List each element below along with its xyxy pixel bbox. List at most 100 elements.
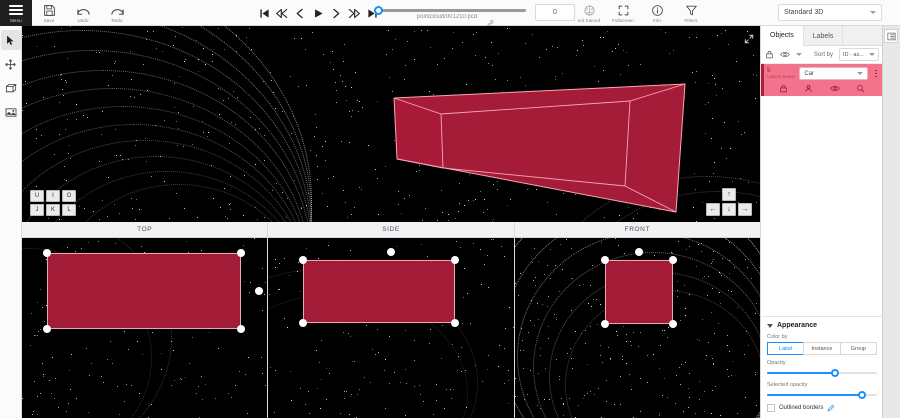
resize-handle-br[interactable] bbox=[668, 320, 677, 328]
play-button[interactable] bbox=[310, 2, 326, 24]
color-by-group-option[interactable]: Group bbox=[839, 342, 877, 355]
color-by-instance-option[interactable]: Instance bbox=[803, 342, 841, 355]
bounding-box-side[interactable] bbox=[303, 260, 456, 323]
collapse-all-icon[interactable] bbox=[796, 53, 802, 56]
cuboid-tool[interactable] bbox=[1, 78, 21, 98]
outline-color-picker-icon[interactable] bbox=[827, 404, 835, 412]
object-actions bbox=[761, 82, 883, 96]
tab-labels[interactable]: Labels bbox=[804, 26, 844, 46]
photo-context-tool[interactable] bbox=[1, 102, 21, 122]
arrow-up-button[interactable]: ↑ bbox=[722, 188, 736, 201]
chevron-down-icon bbox=[767, 323, 773, 328]
filters-label: Filters bbox=[684, 17, 698, 23]
redo-button-label: Redo bbox=[111, 17, 123, 23]
key-k[interactable]: K bbox=[46, 204, 60, 216]
object-label-select[interactable]: Car bbox=[799, 67, 869, 80]
bounding-box-top[interactable] bbox=[47, 253, 241, 329]
arrow-right-button[interactable]: → bbox=[738, 203, 752, 216]
frame-slider-handle[interactable] bbox=[374, 5, 383, 15]
object-item[interactable]: 5 CUBOID SHAPE Car bbox=[761, 64, 883, 96]
object-item-header: 5 CUBOID SHAPE Car bbox=[761, 64, 883, 82]
expand-view-icon[interactable] bbox=[744, 31, 754, 49]
arrow-down-button[interactable]: ↓ bbox=[722, 203, 736, 216]
key-l[interactable]: L bbox=[62, 204, 76, 216]
opacity-slider[interactable] bbox=[767, 368, 877, 378]
filters-button[interactable]: Filters bbox=[674, 0, 708, 26]
object-hide-icon[interactable] bbox=[829, 84, 840, 93]
rotate-handle[interactable] bbox=[387, 248, 396, 256]
next-frame-button[interactable] bbox=[328, 2, 344, 24]
menu-button[interactable]: Menu bbox=[0, 0, 32, 26]
canvas-area: U I O J K L ↑ ← ↓ → bbox=[22, 26, 760, 418]
hide-all-icon[interactable] bbox=[780, 50, 790, 59]
forward-jump-button[interactable] bbox=[346, 2, 362, 24]
rewind-icon bbox=[276, 8, 288, 18]
sort-by-select[interactable]: ID - as... bbox=[839, 48, 879, 61]
resize-handle-tl[interactable] bbox=[299, 256, 308, 264]
frame-slider[interactable] bbox=[368, 0, 528, 26]
appearance-header[interactable]: Appearance bbox=[767, 322, 877, 329]
opacity-slider-knob[interactable] bbox=[831, 369, 840, 377]
key-o[interactable]: O bbox=[62, 190, 76, 202]
key-u[interactable]: U bbox=[30, 190, 44, 202]
camera-arrow-pad: ↑ ← ↓ → bbox=[706, 188, 752, 216]
resize-handle-bl[interactable] bbox=[600, 320, 609, 328]
info-button[interactable]: Info bbox=[640, 0, 674, 26]
move-tool[interactable] bbox=[1, 54, 21, 74]
tab-objects[interactable]: Objects bbox=[761, 26, 804, 46]
rotate-handle[interactable] bbox=[255, 287, 263, 295]
cursor-tool[interactable] bbox=[0, 30, 21, 50]
lock-all-icon[interactable] bbox=[765, 50, 774, 59]
workspace-select[interactable]: Standard 3D bbox=[778, 4, 882, 21]
resize-handle-br[interactable] bbox=[237, 325, 245, 333]
keyboard-hint-pad: U I O J K L bbox=[30, 188, 76, 216]
person-glyph bbox=[805, 84, 813, 92]
top-view-canvas[interactable] bbox=[22, 238, 268, 418]
model-status-button[interactable]: not trained bbox=[572, 0, 606, 26]
object-pin-icon[interactable] bbox=[804, 84, 813, 93]
info-label: Info bbox=[653, 17, 661, 23]
resize-handle-tl[interactable] bbox=[43, 249, 51, 257]
frame-number-input[interactable]: 0 bbox=[535, 4, 575, 21]
outlined-borders-checkbox[interactable] bbox=[767, 404, 775, 412]
key-j[interactable]: J bbox=[30, 204, 44, 216]
redo-button[interactable]: Redo bbox=[100, 0, 134, 26]
rotate-handle[interactable] bbox=[634, 248, 643, 256]
arrow-left-button[interactable]: ← bbox=[706, 203, 720, 216]
undo-button[interactable]: Undo bbox=[66, 0, 100, 26]
panel-collapse-button[interactable] bbox=[884, 29, 898, 43]
back-jump-button[interactable] bbox=[274, 2, 290, 24]
object-lock-icon[interactable] bbox=[779, 84, 788, 93]
resize-handle-tr[interactable] bbox=[237, 249, 245, 257]
bounding-box-front[interactable] bbox=[604, 260, 673, 324]
resize-handle-br[interactable] bbox=[451, 319, 460, 327]
key-i[interactable]: I bbox=[46, 190, 60, 202]
save-button[interactable]: Save bbox=[32, 0, 66, 26]
front-view-panel: FRONT bbox=[513, 222, 760, 418]
playback-controls bbox=[256, 0, 380, 26]
resize-handle-bl[interactable] bbox=[299, 319, 308, 327]
side-view-canvas[interactable] bbox=[268, 238, 514, 418]
selected-opacity-slider-knob[interactable] bbox=[857, 391, 866, 399]
chevron-down-icon bbox=[869, 53, 875, 56]
resize-handle-bl[interactable] bbox=[43, 325, 51, 333]
cuboid-3d[interactable] bbox=[22, 26, 760, 222]
resize-handle-tl[interactable] bbox=[600, 256, 609, 264]
resize-handle-tr[interactable] bbox=[451, 256, 460, 264]
front-view-canvas[interactable] bbox=[514, 238, 760, 418]
redo-icon bbox=[110, 8, 124, 15]
object-menu-button[interactable] bbox=[875, 69, 879, 78]
hamburger-icon bbox=[9, 3, 23, 17]
object-label-value: Car bbox=[804, 70, 815, 77]
cuboid-icon bbox=[5, 83, 17, 92]
first-frame-button[interactable] bbox=[256, 2, 272, 24]
perspective-view[interactable]: U I O J K L ↑ ← ↓ → bbox=[22, 26, 760, 222]
color-by-label-option[interactable]: Label bbox=[767, 342, 805, 355]
skip-start-icon bbox=[259, 8, 269, 18]
selected-opacity-slider[interactable] bbox=[767, 390, 877, 400]
resize-handle-tr[interactable] bbox=[668, 256, 677, 264]
previous-frame-button[interactable] bbox=[292, 2, 308, 24]
fullscreen-button[interactable]: Fullscreen bbox=[606, 0, 640, 26]
object-zoom-icon[interactable] bbox=[856, 84, 865, 93]
